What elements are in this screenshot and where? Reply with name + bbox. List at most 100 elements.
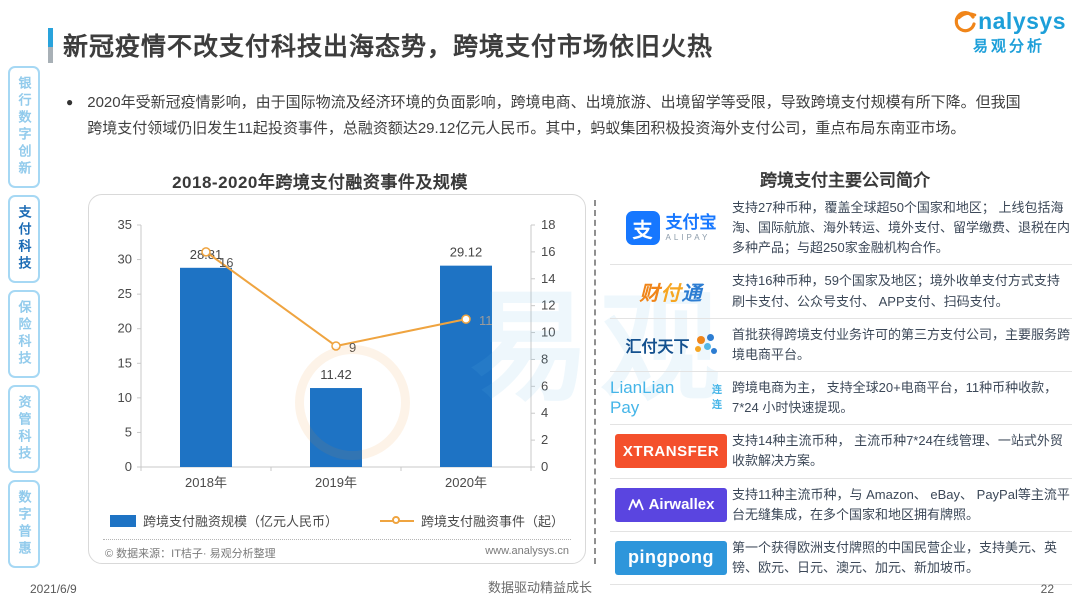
sidebar-item-digital-inclusion[interactable]: 数字普惠 xyxy=(8,480,40,568)
alipay-cn-text: 支付宝 xyxy=(665,213,717,233)
svg-text:29.12: 29.12 xyxy=(450,245,483,260)
airwallex-mark-icon xyxy=(627,498,644,511)
companies-title: 跨境支付主要公司简介 xyxy=(760,171,930,190)
tenpay-char-3: 通 xyxy=(681,283,703,306)
company-row-huifu: 汇付天下 首批获得跨境支付业务许可的第三方支付公司，主要服务跨境电商平台。 xyxy=(610,319,1072,372)
data-source-note: © 数据来源：IT桔子· 易观分析整理 xyxy=(105,548,276,560)
svg-text:5: 5 xyxy=(125,424,132,439)
svg-text:35: 35 xyxy=(118,217,132,232)
intro-paragraph: 2020年受新冠疫情影响，由于国际物流及经济环境的负面影响，跨境电商、出境旅游、… xyxy=(87,94,1021,138)
company-row-pingpong: pingpong 第一个获得欧洲支付牌照的中国民营企业，支持美元、英镑、欧元、日元… xyxy=(610,532,1072,586)
sidebar-item-payment-tech[interactable]: 支付科技 xyxy=(8,195,40,283)
svg-text:4: 4 xyxy=(541,405,548,420)
footer-page-number: 22 xyxy=(1040,582,1054,596)
line-legend-swatch xyxy=(380,515,414,527)
combo-chart: 0 5 10 15 20 25 30 35 0 2 4 6 8 10 12 14 16 18 2018年 2019年 2… xyxy=(118,217,556,490)
svg-text:16: 16 xyxy=(541,244,555,259)
section-divider xyxy=(594,200,596,564)
tenpay-wordmark: 财付通 xyxy=(640,277,703,306)
sidebar-item-label: 保险科技 xyxy=(16,300,32,368)
analysys-swirl-icon xyxy=(954,10,977,32)
svg-text:18: 18 xyxy=(541,217,555,232)
svg-text:9: 9 xyxy=(349,340,356,355)
company-row-xtransfer: XTRANSFER 支持14种主流币种， 主流币种7*24在线管理、一站式外贸收款… xyxy=(610,425,1072,479)
svg-text:0: 0 xyxy=(541,459,548,474)
svg-text:30: 30 xyxy=(118,252,132,267)
svg-text:20: 20 xyxy=(118,321,132,336)
company-description: 第一个获得欧洲支付牌照的中国民营企业，支持美元、英镑、欧元、日元、澳元、加元、新… xyxy=(732,539,1058,575)
website-link: www.analysys.cn xyxy=(485,545,569,557)
huifu-dots-icon xyxy=(694,333,717,356)
sidebar-item-asset-mgmt-tech[interactable]: 资管科技 xyxy=(8,385,40,473)
svg-text:2020年: 2020年 xyxy=(445,475,487,490)
line-legend-label: 跨境支付融资事件（起） xyxy=(421,514,565,529)
page-title: 新冠疫情不改支付科技出海态势，跨境支付市场依旧火热 xyxy=(63,33,714,61)
svg-text:10: 10 xyxy=(118,390,132,405)
svg-text:2018年: 2018年 xyxy=(185,475,227,490)
svg-text:6: 6 xyxy=(541,378,548,393)
chart-legend: 跨境支付融资规模（亿元人民币） 跨境支付融资事件（起） xyxy=(89,511,585,530)
sidebar-item-label: 支付科技 xyxy=(16,205,32,273)
svg-text:10: 10 xyxy=(541,325,555,340)
alipay-logo: 支支付宝 ALIPAY xyxy=(610,211,732,246)
huifu-logo: 汇付天下 xyxy=(610,333,732,357)
company-row-tenpay: 财付通 支持16种币种，59个国家及地区；境外收单支付方式支持刷卡支付、公众号支付… xyxy=(610,265,1072,319)
company-description: 支持16种币种，59个国家及地区；境外收单支付方式支持刷卡支付、公众号支付、 A… xyxy=(732,273,1060,309)
tenpay-char-1: 财 xyxy=(639,283,661,306)
bar-legend-label: 跨境支付融资规模（亿元人民币） xyxy=(142,514,338,529)
svg-text:25: 25 xyxy=(118,286,132,301)
company-row-airwallex: Airwallex 支持11种主流币种，与 Amazon、 eBay、 PayPa… xyxy=(610,479,1072,532)
svg-text:14: 14 xyxy=(541,271,555,286)
sidebar-item-label: 资管科技 xyxy=(16,395,32,463)
alipay-icon: 支 xyxy=(625,211,660,246)
airwallex-wordmark: Airwallex xyxy=(615,487,727,522)
sidebar-item-label: 数字普惠 xyxy=(16,490,32,558)
lianlian-wordmark: LianLian Pay 连连 xyxy=(610,378,732,418)
bullet-icon: ● xyxy=(66,95,74,109)
bar-legend-swatch xyxy=(109,514,136,527)
sidebar: 银行数字创新支付科技保险科技资管科技数字普惠 xyxy=(8,66,42,568)
xtransfer-wordmark: XTRANSFER xyxy=(615,434,727,469)
legend-item-bar: 跨境支付融资规模（亿元人民币） xyxy=(109,511,338,530)
airwallex-text: Airwallex xyxy=(648,496,715,514)
lianlian-logo: LianLian Pay 连连 xyxy=(610,378,732,418)
svg-text:15: 15 xyxy=(118,355,132,370)
sidebar-item-bank-digital-innovation[interactable]: 银行数字创新 xyxy=(8,66,40,188)
airwallex-logo: Airwallex xyxy=(610,487,732,522)
brand-chinese-name: 易观分析 xyxy=(973,38,1046,55)
company-description: 首批获得跨境支付业务许可的第三方支付公司，主要服务跨境电商平台。 xyxy=(732,326,1071,362)
chart-title: 2018-2020年跨境支付融资事件及规模 xyxy=(172,173,468,192)
page-header: 新冠疫情不改支付科技出海态势，跨境支付市场依旧火热 xyxy=(48,27,713,63)
lianlian-en-text: LianLian Pay xyxy=(610,378,675,418)
company-description: 支持27种币种，覆盖全球超50个国家和地区； 上线包括海淘、国际航旅、海外转运、… xyxy=(732,200,1071,256)
title-accent-bar xyxy=(48,27,53,63)
company-row-lianlian: LianLian Pay 连连 跨境电商为主， 支持全球20+电商平台，11种币种收… xyxy=(610,372,1072,426)
xtransfer-logo: XTRANSFER xyxy=(610,434,732,469)
company-description: 支持11种主流币种，与 Amazon、 eBay、 PayPal等主流平台无缝集… xyxy=(732,486,1070,522)
svg-text:2: 2 xyxy=(541,432,548,447)
alipay-logo-mark: 支支付宝 ALIPAY xyxy=(625,211,717,246)
tenpay-char-2: 付 xyxy=(660,283,682,306)
lianlian-cn-text: 连连 xyxy=(712,385,723,412)
company-description: 跨境电商为主， 支持全球20+电商平台，11种币种收款，7*24 小时快速提现。 xyxy=(732,379,1058,416)
alipay-wordmark: 支付宝 ALIPAY xyxy=(666,214,717,242)
brand-wordmark: nalysys xyxy=(978,8,1066,34)
svg-text:8: 8 xyxy=(541,351,548,366)
company-description: 支持14种主流币种， 主流币种7*24在线管理、一站式外贸收款解决方案。 xyxy=(732,433,1063,469)
analysys-logo: nalysys 易观分析 xyxy=(952,8,1066,56)
svg-text:0: 0 xyxy=(125,459,132,474)
tenpay-logo: 财付通 xyxy=(610,277,732,306)
pingpong-logo: pingpong xyxy=(610,540,732,575)
sidebar-item-insurance-tech[interactable]: 保险科技 xyxy=(8,290,40,378)
svg-text:11.42: 11.42 xyxy=(320,367,352,382)
svg-text:16: 16 xyxy=(219,255,233,270)
svg-text:2019年: 2019年 xyxy=(315,475,357,490)
legend-item-line: 跨境支付融资事件（起） xyxy=(380,511,564,530)
source-divider xyxy=(103,539,571,540)
svg-text:11: 11 xyxy=(479,313,493,328)
company-row-alipay: 支支付宝 ALIPAY 支持27种币种，覆盖全球超50个国家和地区； 上线包括海淘、… xyxy=(610,192,1072,266)
footer-date: 2021/6/9 xyxy=(30,582,77,596)
intro-block: ● 2020年受新冠疫情影响，由于国际物流及经济环境的负面影响，跨境电商、出境旅… xyxy=(66,90,1026,143)
chart-card: 0 5 10 15 20 25 30 35 0 2 4 6 8 10 12 14 16 18 2018年 2019年 2… xyxy=(88,194,586,564)
alipay-en-text: ALIPAY xyxy=(665,233,711,243)
